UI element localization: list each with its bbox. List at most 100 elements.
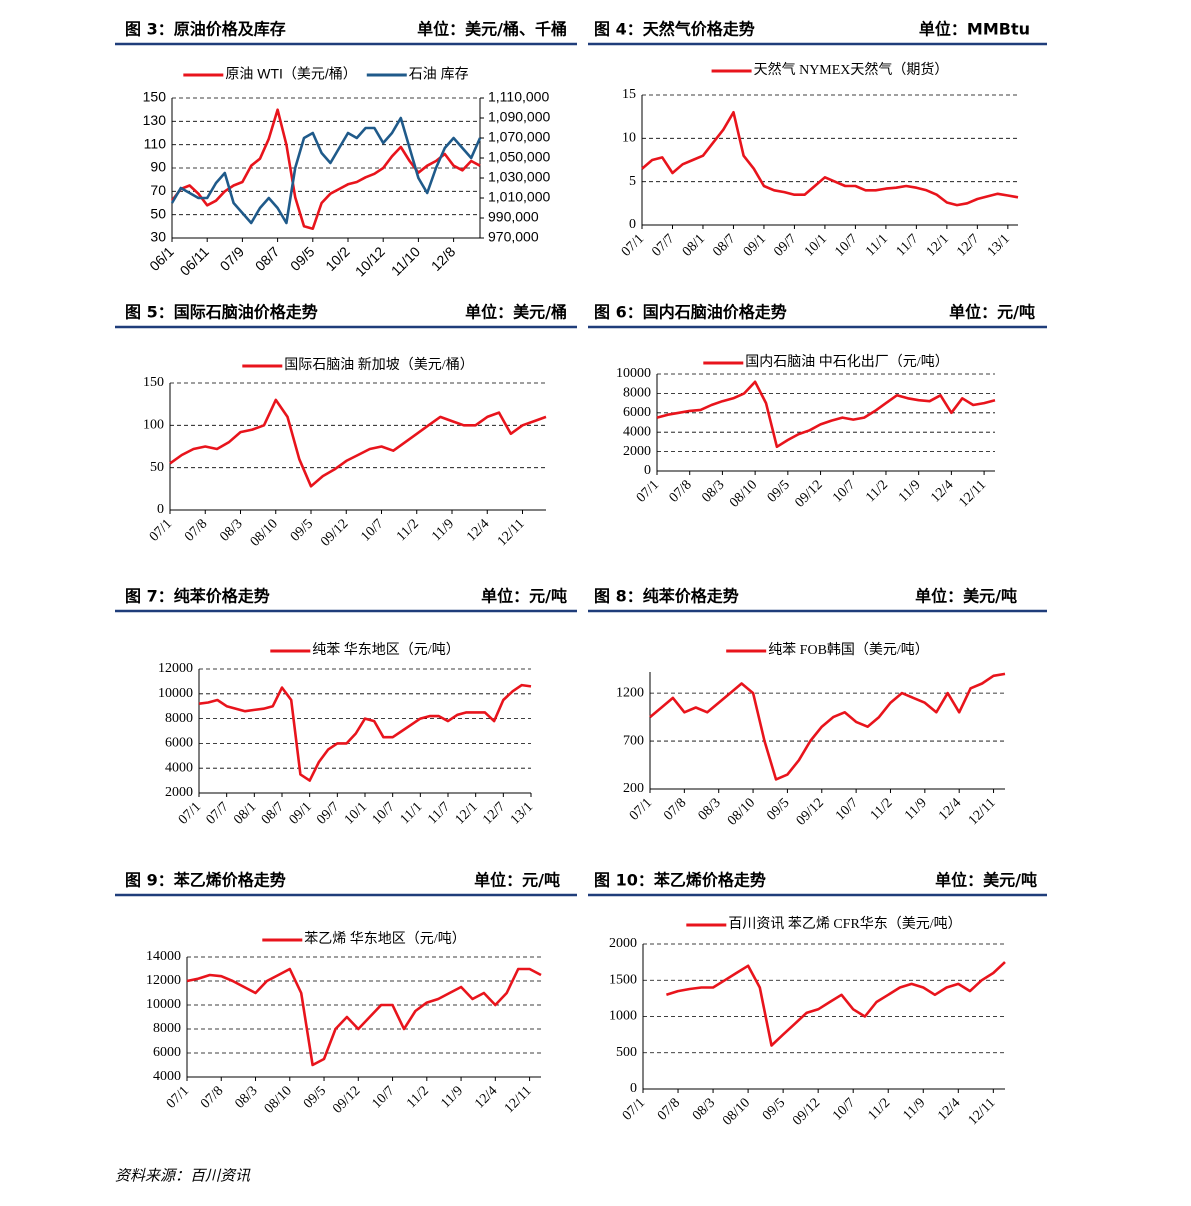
series-line bbox=[186, 967, 542, 1067]
x-tick-label: 08/3 bbox=[699, 477, 727, 505]
x-tick-label: 07/1 bbox=[620, 1095, 648, 1123]
x-tick-label: 10/7 bbox=[370, 799, 398, 827]
y-tick-label: 10 bbox=[622, 131, 636, 146]
x-tick-label: 09/12 bbox=[318, 516, 351, 549]
y-tick-label: 100 bbox=[143, 418, 164, 433]
x-tick-label: 09/5 bbox=[764, 795, 792, 823]
legend: 苯乙烯 华东地区（元/吨） bbox=[262, 930, 466, 947]
y-tick-label: 500 bbox=[616, 1045, 637, 1060]
y-tick-label: 30 bbox=[150, 229, 166, 245]
x-tick-label: 12/11 bbox=[956, 477, 989, 510]
x-tick-label: 11/9 bbox=[429, 516, 457, 544]
x-tick-label: 08/1 bbox=[680, 231, 708, 259]
x-tick-label: 09/5 bbox=[765, 477, 793, 505]
x-tick-label: 07/1 bbox=[627, 795, 655, 823]
x-tick-label: 12/4 bbox=[928, 477, 956, 505]
x-tick-label: 12/11 bbox=[966, 795, 999, 828]
y-tick-label: 4000 bbox=[153, 1069, 181, 1084]
x-tick-label: 13/1 bbox=[508, 799, 536, 827]
y-tick-label: 8000 bbox=[165, 711, 193, 726]
x-tick-label: 11/10 bbox=[388, 243, 424, 279]
y-tick-label: 700 bbox=[623, 733, 644, 748]
x-tick-label: 12/7 bbox=[954, 231, 982, 259]
x-tick-label: 08/10 bbox=[262, 1083, 295, 1116]
y2-tick-label: 1,110,000 bbox=[488, 89, 549, 105]
y2-tick-label: 970,000 bbox=[488, 229, 539, 245]
y2-tick-label: 1,010,000 bbox=[488, 189, 550, 205]
series-line bbox=[170, 116, 482, 225]
x-tick-label: 08/3 bbox=[217, 516, 245, 544]
chart-unit: 单位：美元/桶、千桶 bbox=[417, 20, 567, 39]
x-tick-label: 09/12 bbox=[792, 477, 825, 510]
x-tick-label: 07/7 bbox=[649, 231, 677, 259]
x-tick-label: 11/1 bbox=[863, 231, 891, 259]
y-tick-label: 8000 bbox=[153, 1021, 181, 1036]
legend: 原油 WTI（美元/桶） 石油 库存 bbox=[183, 66, 469, 82]
x-tick-label: 12/7 bbox=[480, 799, 508, 827]
x-tick-label: 10/7 bbox=[832, 231, 860, 259]
x-tick-label: 08/1 bbox=[231, 799, 259, 827]
x-tick-label: 13/1 bbox=[985, 231, 1013, 259]
x-tick-label: 07/1 bbox=[634, 477, 662, 505]
x-tick-label: 12/11 bbox=[502, 1083, 535, 1116]
x-tick-label: 08/7 bbox=[259, 799, 287, 827]
y-tick-label: 150 bbox=[143, 375, 164, 390]
x-tick-label: 08/10 bbox=[720, 1095, 753, 1128]
chart-unit: 单位：元/吨 bbox=[481, 587, 567, 606]
legend-label: 国内石脑油 中石化出厂（元/吨） bbox=[745, 354, 948, 370]
y-tick-label: 50 bbox=[150, 460, 164, 475]
y-tick-label: 70 bbox=[150, 182, 166, 198]
legend: 天然气 NYMEX天然气（期货） bbox=[711, 61, 948, 78]
x-tick-label: 10/7 bbox=[830, 477, 858, 505]
x-tick-label: 07/8 bbox=[667, 477, 695, 505]
y-tick-label: 6000 bbox=[165, 736, 193, 751]
x-tick-label: 07/1 bbox=[176, 799, 204, 827]
x-tick-label: 09/7 bbox=[771, 231, 799, 259]
x-tick-label: 12/1 bbox=[453, 799, 481, 827]
legend: 纯苯 FOB韩国（美元/吨） bbox=[726, 641, 929, 658]
x-tick-label: 08/10 bbox=[727, 477, 760, 510]
y2-tick-label: 1,030,000 bbox=[488, 169, 550, 185]
x-tick-label: 08/7 bbox=[710, 231, 738, 259]
y2-tick-label: 1,070,000 bbox=[488, 129, 550, 145]
y-tick-label: 15 bbox=[622, 87, 636, 102]
y-tick-label: 6000 bbox=[623, 405, 651, 420]
x-tick-label: 09/7 bbox=[314, 799, 342, 827]
x-tick-label: 09/5 bbox=[287, 243, 318, 274]
x-tick-label: 11/2 bbox=[868, 795, 896, 823]
x-tick-label: 11/9 bbox=[901, 1095, 929, 1123]
x-tick-label: 10/1 bbox=[342, 799, 370, 827]
y-tick-label: 0 bbox=[629, 217, 636, 232]
series-line bbox=[170, 108, 481, 230]
x-tick-label: 11/1 bbox=[398, 799, 426, 827]
x-tick-label: 10/7 bbox=[830, 1095, 858, 1123]
legend-label: 百川资讯 苯乙烯 CFR华东（美元/吨） bbox=[728, 915, 961, 932]
x-tick-label: 07/7 bbox=[204, 799, 232, 827]
legend: 纯苯 华东地区（元/吨） bbox=[270, 641, 460, 658]
chart-unit: 单位：美元/桶 bbox=[465, 303, 567, 322]
series-line bbox=[649, 672, 1006, 781]
y-tick-label: 0 bbox=[644, 463, 651, 478]
x-tick-label: 12/4 bbox=[935, 1095, 963, 1123]
chart-title: 图 7：纯苯价格走势 bbox=[125, 587, 270, 606]
x-tick-label: 09/12 bbox=[790, 1095, 823, 1128]
source: 资料来源：百川资讯 bbox=[115, 1167, 251, 1184]
chart-unit: 单位：元/吨 bbox=[474, 871, 560, 890]
y-tick-label: 1000 bbox=[609, 1009, 637, 1024]
x-tick-label: 11/9 bbox=[896, 477, 924, 505]
y-tick-label: 10000 bbox=[146, 997, 181, 1012]
x-tick-label: 11/7 bbox=[425, 799, 453, 827]
x-tick-label: 06/11 bbox=[177, 243, 213, 279]
series-line bbox=[641, 111, 1019, 207]
x-tick-label: 09/12 bbox=[330, 1083, 363, 1116]
x-tick-label: 07/8 bbox=[655, 1095, 683, 1123]
x-tick-label: 12/11 bbox=[966, 1095, 999, 1128]
x-tick-label: 09/1 bbox=[287, 799, 315, 827]
y2-tick-label: 990,000 bbox=[488, 209, 539, 225]
x-tick-label: 08/10 bbox=[248, 516, 281, 549]
y-tick-label: 6000 bbox=[153, 1045, 181, 1060]
y-tick-label: 1200 bbox=[616, 685, 644, 700]
x-tick-label: 08/3 bbox=[696, 795, 724, 823]
y-tick-label: 2000 bbox=[165, 785, 193, 800]
